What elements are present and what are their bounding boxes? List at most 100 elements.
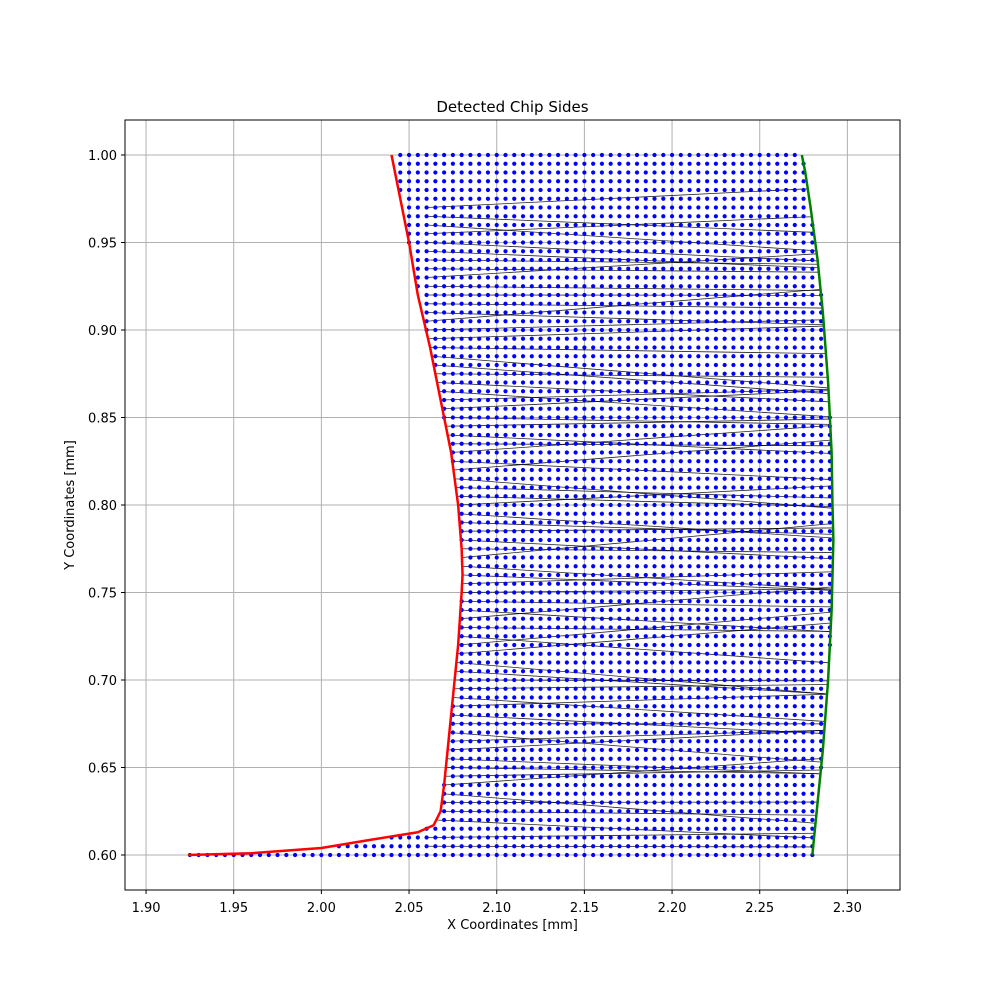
grid-point: [503, 222, 508, 228]
grid-point: [424, 161, 429, 166]
grid-point: [547, 730, 552, 735]
grid-point: [617, 301, 622, 306]
grid-point: [652, 179, 657, 184]
grid-point: [740, 345, 745, 350]
grid-point: [564, 485, 569, 490]
grid-point: [775, 520, 780, 525]
grid-point: [503, 607, 508, 613]
grid-point: [582, 651, 587, 656]
grid-point: [529, 739, 534, 744]
grid-point: [599, 494, 605, 499]
grid-point: [669, 319, 675, 324]
grid-point: [801, 546, 806, 551]
grid-point: [555, 354, 561, 359]
grid-point: [599, 677, 605, 683]
grid-point: [626, 599, 631, 604]
grid-point: [783, 179, 789, 184]
grid-point: [503, 161, 508, 166]
grid-point: [661, 467, 666, 473]
grid-point: [669, 170, 675, 175]
grid-point: [573, 222, 578, 228]
grid-point: [740, 599, 745, 604]
grid-point: [775, 467, 780, 473]
grid-point: [696, 791, 701, 796]
grid-point: [783, 686, 789, 691]
grid-point: [713, 354, 718, 359]
grid-point: [783, 581, 789, 586]
grid-point: [582, 214, 587, 219]
grid-point: [547, 511, 552, 516]
grid-point: [696, 214, 701, 219]
grid-point: [485, 257, 491, 263]
grid-point: [608, 179, 613, 184]
grid-point: [705, 590, 710, 595]
grid-point: [652, 467, 657, 473]
grid-point: [661, 214, 666, 219]
grid-point: [757, 222, 762, 228]
grid-point: [722, 537, 727, 543]
grid-point: [696, 739, 701, 744]
grid-point: [766, 284, 771, 289]
grid-point: [626, 354, 631, 359]
grid-point: [538, 835, 543, 840]
grid-point: [775, 581, 780, 586]
grid-point: [757, 467, 762, 473]
grid-point: [459, 835, 464, 840]
grid-point: [591, 275, 596, 280]
grid-point: [687, 301, 692, 306]
grid-point: [468, 564, 473, 569]
grid-point: [433, 214, 438, 219]
grid-point: [705, 564, 710, 569]
grid-point: [792, 634, 797, 639]
grid-point: [783, 424, 789, 429]
grid-point: [555, 275, 561, 280]
grid-point: [617, 546, 622, 551]
grid-point: [529, 660, 534, 665]
grid-point: [591, 310, 596, 315]
plot-content: [187, 152, 835, 858]
grid-point: [555, 476, 561, 481]
grid-point: [687, 205, 692, 210]
grid-point: [450, 292, 455, 298]
grid-point: [722, 231, 727, 236]
grid-point: [406, 214, 412, 219]
grid-point: [485, 354, 491, 359]
grid-point: [599, 301, 605, 306]
grid-point: [634, 196, 640, 201]
grid-point: [713, 607, 718, 613]
grid-point: [573, 415, 578, 420]
grid-point: [477, 590, 482, 595]
grid-point: [775, 214, 780, 219]
grid-point: [783, 187, 789, 193]
grid-point: [424, 170, 429, 175]
grid-point: [766, 555, 771, 560]
grid-point: [555, 809, 561, 814]
grid-point: [555, 397, 561, 403]
grid-point: [731, 686, 736, 691]
grid-point: [643, 249, 648, 254]
grid-point: [678, 214, 683, 219]
grid-point: [792, 354, 797, 359]
grid-point: [696, 327, 701, 333]
grid-point: [494, 301, 499, 306]
grid-point: [529, 529, 534, 534]
grid-point: [722, 756, 727, 761]
grid-point: [810, 537, 815, 543]
grid-point: [705, 607, 710, 613]
grid-point: [529, 380, 534, 385]
grid-point: [512, 529, 517, 534]
grid-point: [643, 284, 648, 289]
grid-point: [722, 511, 727, 516]
grid-point: [740, 397, 745, 403]
grid-point: [696, 275, 701, 280]
grid-point: [459, 161, 464, 166]
grid-point: [564, 397, 569, 403]
grid-point: [696, 800, 701, 805]
grid-point: [564, 739, 569, 744]
grid-point: [468, 695, 473, 700]
grid-point: [547, 599, 552, 604]
grid-point: [801, 695, 806, 700]
grid-point: [678, 529, 683, 534]
grid-point: [766, 327, 771, 333]
grid-point: [766, 765, 771, 770]
